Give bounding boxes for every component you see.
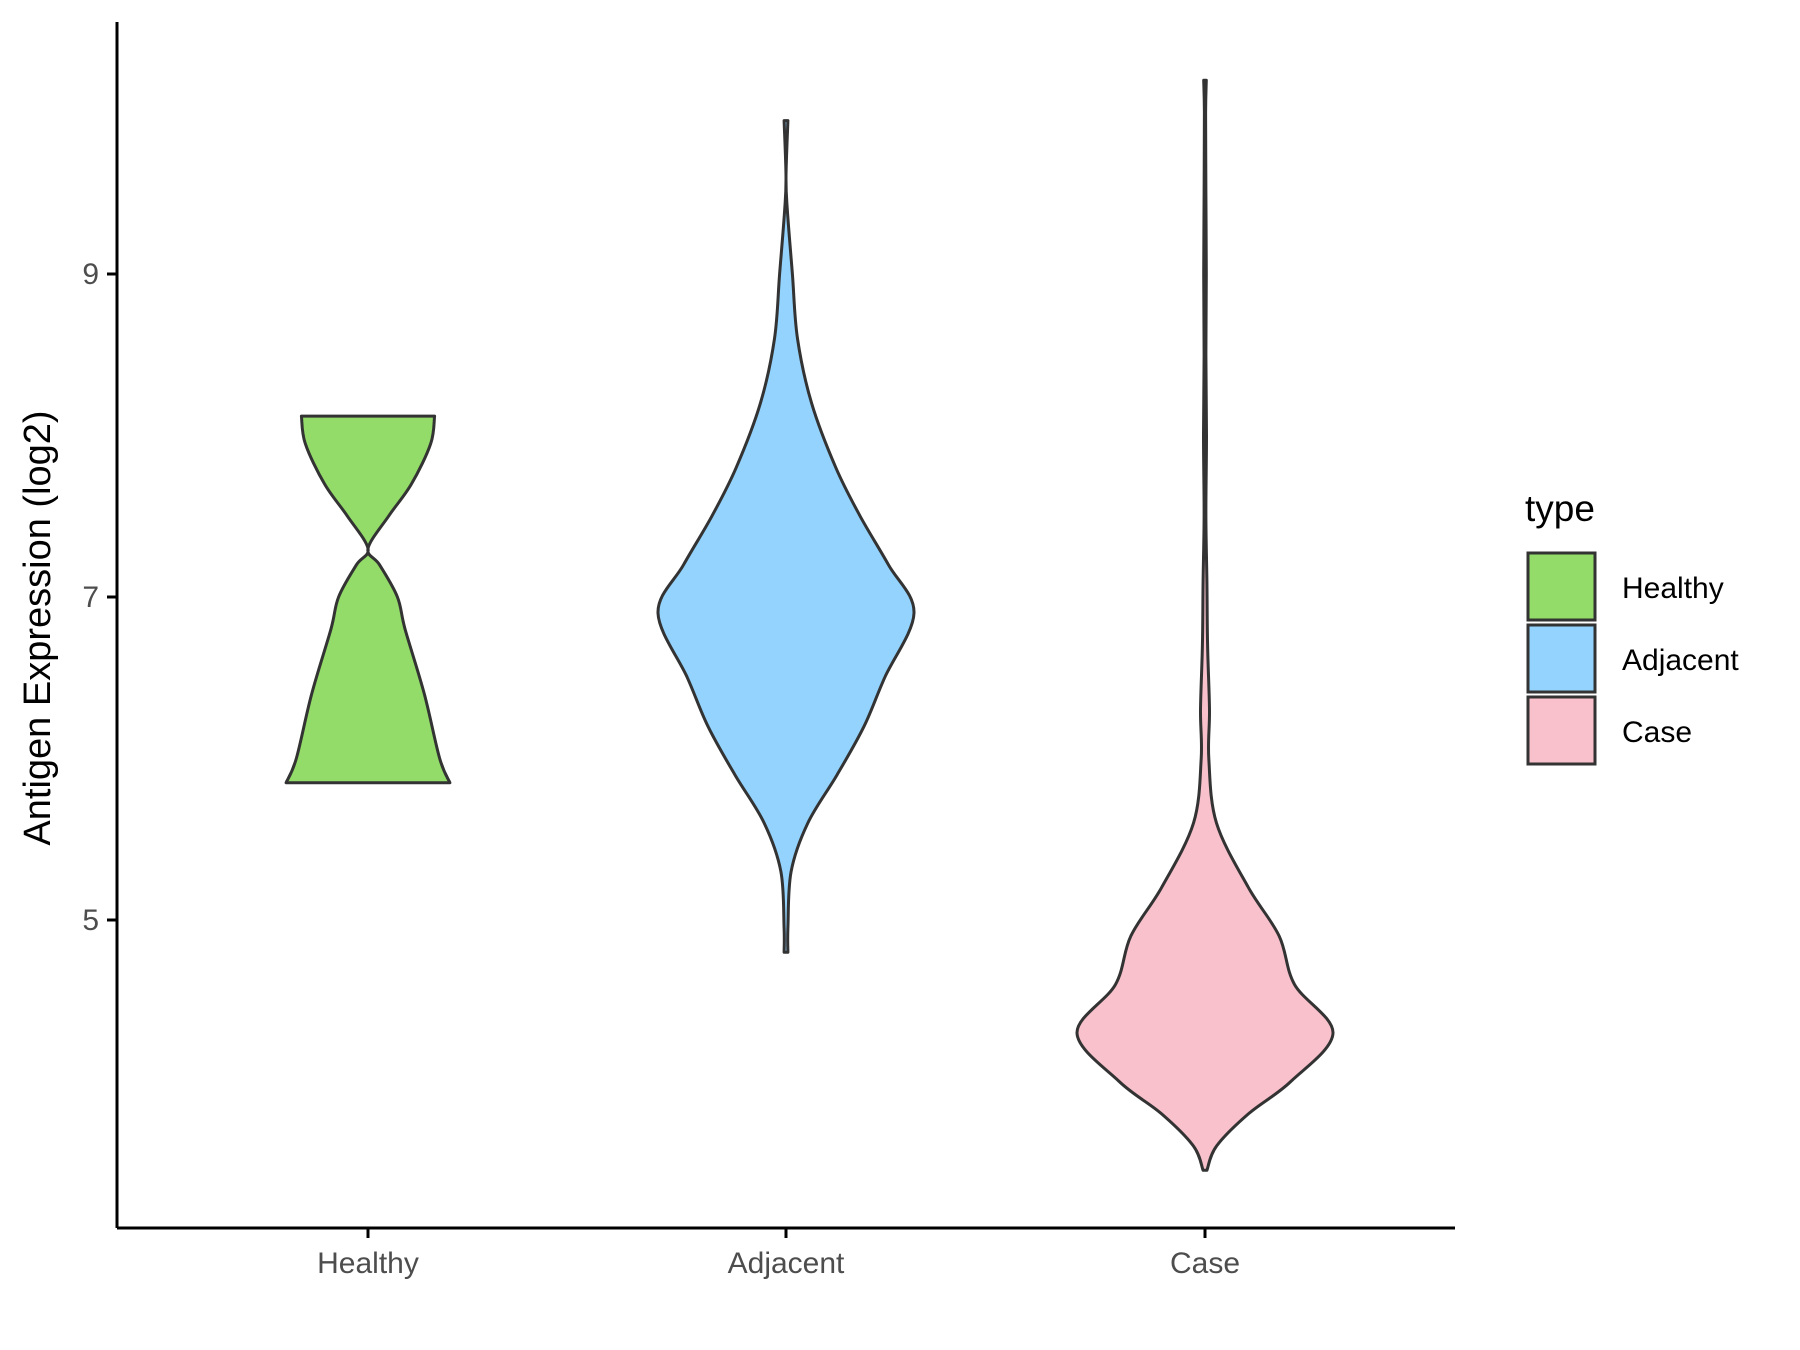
legend-swatch-case: [1526, 695, 1597, 766]
x-tick-label: Case: [1170, 1247, 1240, 1280]
violin-adjacent: [656, 119, 916, 954]
legend-label-adjacent: Adjacent: [1622, 644, 1739, 677]
y-axis-ticks: 5 7 9: [82, 258, 117, 937]
y-tick-label: 9: [82, 258, 99, 291]
x-tick-label: Adjacent: [728, 1247, 845, 1280]
y-tick-label: 7: [82, 581, 99, 614]
legend-label-case: Case: [1622, 716, 1692, 749]
legend: type Healthy Adjacent Case: [1525, 488, 1739, 766]
legend-label-healthy: Healthy: [1622, 572, 1724, 605]
violin-layer: [284, 78, 1335, 1172]
y-axis-title: Antigen Expression (log2): [17, 410, 59, 845]
x-axis-ticks: Healthy Adjacent Case: [317, 1228, 1240, 1280]
legend-title: type: [1525, 488, 1595, 529]
legend-swatch-adjacent: [1526, 623, 1597, 694]
x-tick-label: Healthy: [317, 1247, 419, 1280]
violin-case: [1075, 78, 1335, 1172]
y-tick-label: 5: [82, 904, 99, 937]
violin-healthy: [284, 414, 452, 785]
legend-swatch-healthy: [1526, 551, 1597, 622]
